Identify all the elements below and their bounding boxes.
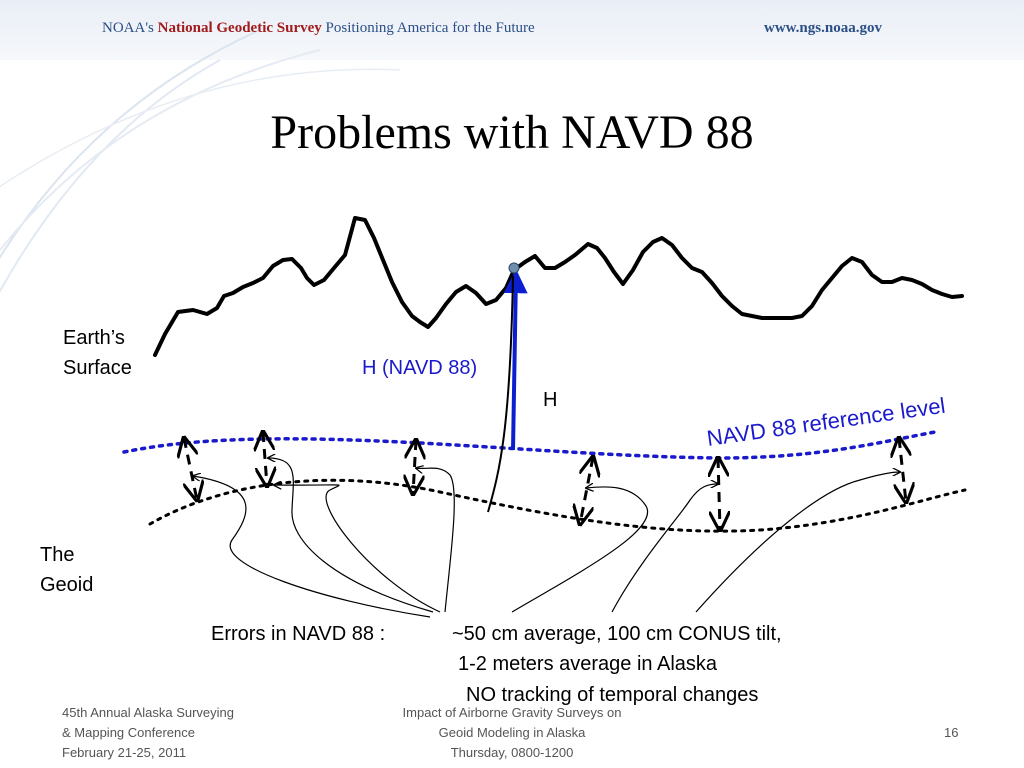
header-agency: National Geodetic Survey <box>157 20 322 36</box>
slide-title: Problems with NAVD 88 <box>270 106 754 159</box>
h-navd88-label: H (NAVD 88) <box>362 357 478 379</box>
header-org: NOAA's <box>102 20 154 36</box>
navd88-reference-level-label: NAVD 88 reference level <box>705 393 947 451</box>
footer-left-line1: 45th Annual Alaska Surveying <box>62 705 235 720</box>
footer-center-line3: Thursday, 0800-1200 <box>450 745 574 760</box>
header-band <box>0 0 1024 60</box>
footer-session: Impact of Airborne Gravity Surveys on Ge… <box>362 703 662 763</box>
geoid-label-line1: The <box>40 544 75 566</box>
errors-line-2: 1-2 meters average in Alaska <box>458 653 718 675</box>
h-navd88-arrow <box>503 269 528 451</box>
errors-line-3: NO tracking of temporal changes <box>466 684 759 706</box>
errors-line-1: ~50 cm average, 100 cm CONUS tilt, <box>452 623 782 645</box>
errors-heading: Errors in NAVD 88 : <box>211 623 386 645</box>
surface-point <box>508 262 520 274</box>
header-url: www.ngs.noaa.gov <box>764 20 882 36</box>
geoid-label: The Geoid <box>40 540 93 600</box>
footer-conference: 45th Annual Alaska Surveying & Mapping C… <box>62 703 234 763</box>
earth-surface-label: Earth’s Surface <box>63 323 132 383</box>
geoid-label-line2: Geoid <box>40 574 94 596</box>
footer-center-line1: Impact of Airborne Gravity Surveys on <box>402 705 622 720</box>
earth-surface-label-line1: Earth’s <box>63 327 125 349</box>
error-callout-curves <box>193 458 900 618</box>
geoid-line <box>148 478 967 533</box>
footer-center-line2: Geoid Modeling in Alaska <box>438 725 586 740</box>
earth-surface-label-line2: Surface <box>63 357 132 379</box>
slide-number: 16 <box>944 725 959 740</box>
h-orthometric-line <box>487 275 514 513</box>
footer-left-line3: February 21-25, 2011 <box>62 745 187 760</box>
header-tagline: Positioning America for the Future <box>325 20 535 36</box>
h-label: H <box>543 389 558 411</box>
footer-left-line2: & Mapping Conference <box>62 725 195 740</box>
header-banner: NOAA's National Geodetic Survey Position… <box>102 20 535 37</box>
earth-surface-line <box>153 216 964 357</box>
